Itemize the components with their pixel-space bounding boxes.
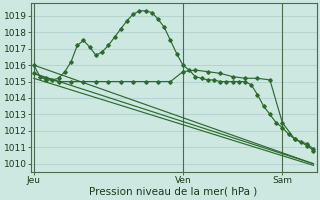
X-axis label: Pression niveau de la mer( hPa ): Pression niveau de la mer( hPa ) [90,187,258,197]
